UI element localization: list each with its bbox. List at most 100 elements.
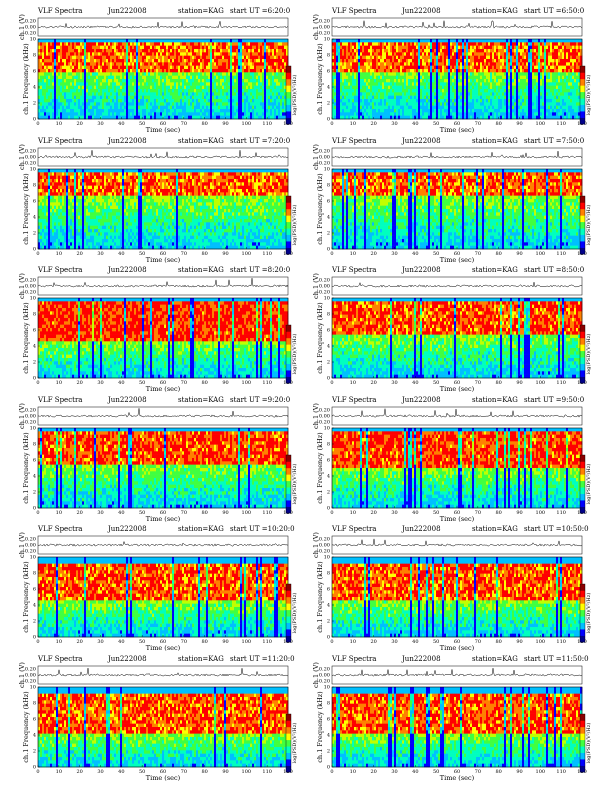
panel-date: Jun222008 (402, 136, 441, 146)
time-axis-label: Time (sec) (146, 515, 181, 523)
time-tick-label: 70 (475, 510, 481, 516)
time-tick-label: 100 (536, 769, 546, 775)
time-tick-label: 20 (76, 510, 82, 516)
time-tick-label: 30 (391, 251, 397, 257)
freq-tick-label: 0 (327, 764, 330, 770)
time-tick-label: 110 (262, 251, 272, 257)
time-axis-label: Time (sec) (146, 385, 181, 393)
colorbar: log(PSD)(V²/Hz) (579, 454, 592, 513)
time-tick-label: 60 (454, 251, 460, 257)
amp-axis-label: ch.1 (V) (312, 661, 320, 687)
panel-station: station=KAG (472, 265, 518, 275)
amplitude-trace (37, 278, 289, 288)
time-axis-label: Time (sec) (440, 515, 475, 523)
time-tick-label: 110 (262, 380, 272, 386)
panel-start-time: start UT =9:50:0 (524, 395, 584, 405)
amp-tick-label: 0.20 (319, 537, 330, 543)
colorbar: log(PSD)(V²/Hz) (285, 324, 298, 384)
amp-axis-label: ch.1 (V) (18, 143, 26, 169)
freq-tick-label: 4 (33, 85, 36, 91)
time-tick-label: 90 (516, 380, 522, 386)
colorbar: log(PSD)(V²/Hz) (579, 65, 592, 125)
panel-title: VLF Spectra (332, 6, 376, 16)
time-tick-label: 30 (97, 769, 103, 775)
amplitude-trace (37, 21, 289, 29)
time-tick-label: 0 (330, 769, 333, 775)
time-tick-label: 80 (495, 251, 501, 257)
time-tick-label: 20 (76, 639, 82, 645)
panel-station: station=KAG (472, 395, 518, 405)
panel-title: VLF Spectra (38, 524, 82, 534)
freq-tick-label: 10 (30, 684, 36, 690)
time-tick-label: 70 (475, 251, 481, 257)
freq-axis-label: ch.1 Frequency (kHz) (316, 43, 324, 115)
panel-title: VLF Spectra (38, 265, 82, 275)
time-tick-label: 40 (412, 639, 418, 645)
freq-tick-label: 10 (324, 425, 330, 431)
time-axis-label: Time (sec) (440, 126, 475, 134)
freq-tick-label: 8 (33, 441, 36, 447)
time-tick-label: 90 (222, 380, 228, 386)
time-tick-label: 50 (433, 380, 439, 386)
time-axis-label: Time (sec) (440, 385, 475, 393)
time-tick-label: 30 (391, 769, 397, 775)
amp-axis-label: ch.1 (V) (312, 402, 320, 428)
time-tick-label: 100 (242, 121, 252, 127)
panel-start-time: start UT =9:20:0 (230, 395, 290, 405)
time-tick-label: 20 (370, 121, 376, 127)
panel-title: VLF Spectra (38, 136, 82, 146)
freq-tick-label: 8 (327, 312, 330, 318)
amplitude-trace (331, 281, 583, 288)
amp-tick-label: 0.00 (25, 672, 36, 678)
time-tick-label: 0 (36, 251, 39, 257)
time-tick-label: 110 (556, 639, 566, 645)
time-tick-label: 90 (516, 769, 522, 775)
spectrogram-panel: VLF Spectra Jun222008 station=KAG start UT … (10, 6, 298, 135)
colorbar: log(PSD)(V²/Hz) (285, 583, 298, 643)
time-tick-label: 70 (475, 121, 481, 127)
freq-tick-label: 4 (327, 85, 330, 91)
time-tick-label: 90 (222, 769, 228, 775)
panel-start-time: start UT =8:20:0 (230, 265, 290, 275)
panel-start-time: start UT =11:20:0 (230, 654, 295, 664)
time-tick-label: 90 (516, 251, 522, 257)
freq-tick-label: 6 (327, 328, 330, 334)
colorbar-label: log(PSD)(V²/Hz) (291, 463, 298, 504)
time-tick-label: 50 (433, 769, 439, 775)
freq-tick-label: 0 (327, 246, 330, 252)
amp-tick-label: 0.20 (319, 278, 330, 284)
time-tick-label: 100 (242, 639, 252, 645)
amp-tick-label: 0.00 (319, 413, 330, 419)
panel-station: station=KAG (472, 654, 518, 664)
time-tick-label: 70 (475, 380, 481, 386)
amplitude-trace (331, 20, 583, 29)
time-tick-label: 0 (36, 510, 39, 516)
time-tick-label: 30 (97, 251, 103, 257)
panel-date: Jun222008 (108, 524, 147, 534)
time-tick-label: 30 (391, 639, 397, 645)
time-tick-label: 100 (536, 380, 546, 386)
freq-tick-label: 0 (33, 117, 36, 123)
panel-date: Jun222008 (108, 395, 147, 405)
time-tick-label: 50 (433, 251, 439, 257)
spectrogram-panel: VLF Spectra Jun222008 station=KAG start UT … (304, 6, 592, 135)
time-tick-label: 0 (36, 121, 39, 127)
amplitude-trace (37, 407, 289, 418)
freq-tick-label: 10 (324, 555, 330, 561)
freq-tick-label: 2 (327, 748, 330, 754)
time-tick-label: 110 (556, 121, 566, 127)
time-tick-label: 60 (454, 769, 460, 775)
time-tick-label: 40 (412, 380, 418, 386)
amp-tick-label: 0.00 (25, 25, 36, 31)
freq-tick-label: 2 (327, 360, 330, 366)
